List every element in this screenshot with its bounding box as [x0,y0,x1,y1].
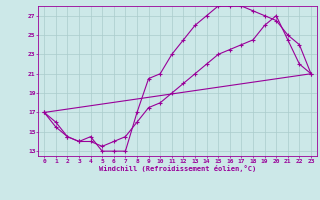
X-axis label: Windchill (Refroidissement éolien,°C): Windchill (Refroidissement éolien,°C) [99,165,256,172]
